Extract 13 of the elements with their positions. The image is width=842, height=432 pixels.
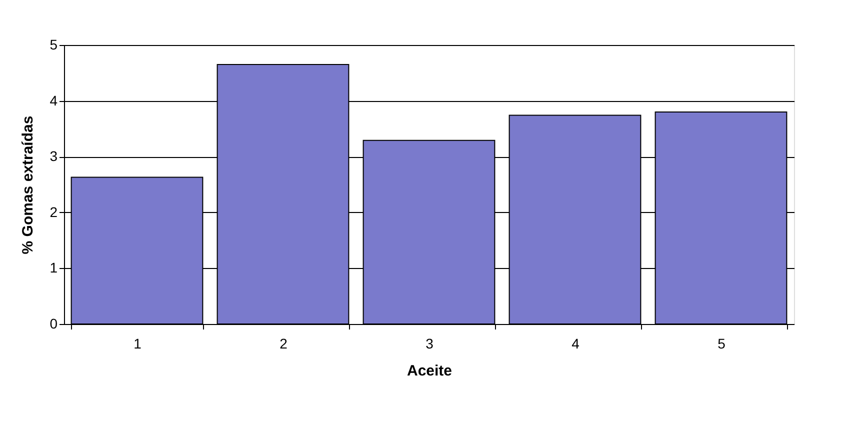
y-tick-label: 1 bbox=[50, 260, 58, 276]
y-axis-title: % Gomas extraídas bbox=[20, 116, 37, 254]
x-tick-label: 4 bbox=[572, 336, 580, 352]
y-tick-label: 3 bbox=[50, 148, 58, 164]
y-tick-label: 4 bbox=[50, 92, 58, 108]
y-tick-label: 0 bbox=[50, 316, 58, 332]
x-tick-label: 2 bbox=[280, 336, 288, 352]
y-tick-label: 2 bbox=[50, 204, 58, 220]
x-tick-label: 1 bbox=[134, 336, 142, 352]
x-axis-title: Aceite bbox=[406, 362, 452, 380]
x-tick-label: 3 bbox=[426, 336, 434, 352]
y-tick-label: 5 bbox=[50, 36, 58, 52]
x-tick-label: 5 bbox=[718, 336, 726, 352]
